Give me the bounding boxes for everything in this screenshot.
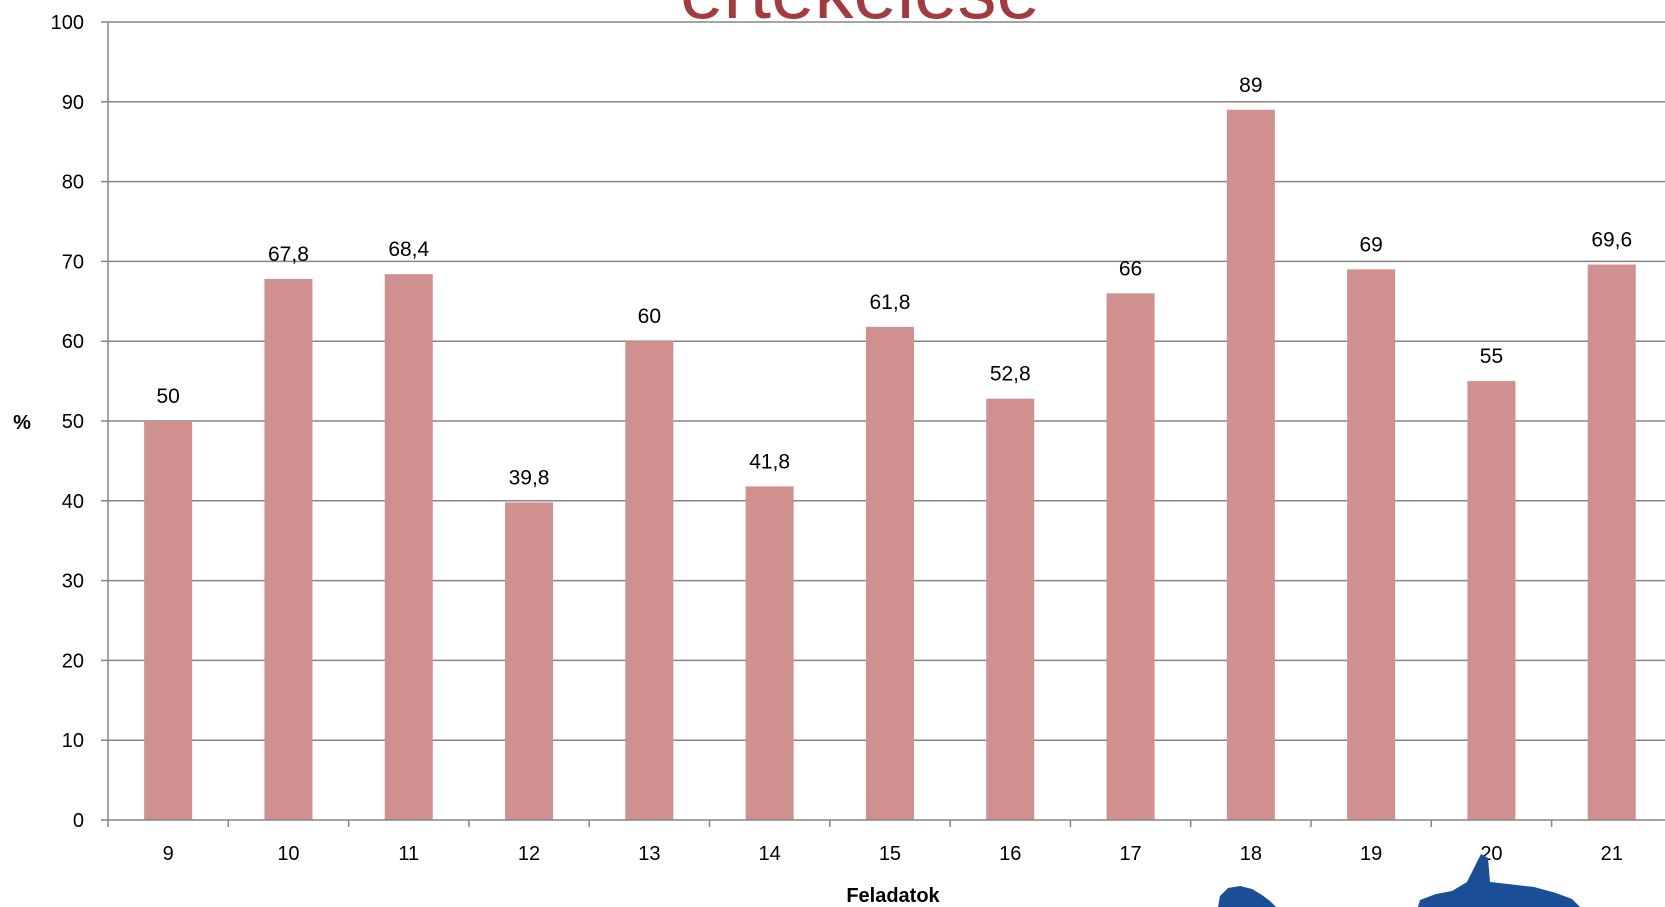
data-label: 66	[1119, 257, 1142, 280]
x-tick-labels: 9 10 11 12 13 14 15 16 17 18 19 20 21	[163, 843, 1623, 865]
bar	[1347, 269, 1396, 820]
bars	[144, 109, 1636, 821]
y-tick-label: 80	[62, 172, 84, 194]
bar	[264, 278, 313, 820]
bar	[986, 398, 1035, 820]
data-label: 67,8	[268, 243, 309, 266]
y-tick-label: 90	[62, 92, 84, 114]
x-tick-label: 15	[879, 843, 901, 865]
y-tick-label: 40	[62, 491, 84, 513]
y-tick-label: 60	[62, 331, 84, 353]
bar	[144, 421, 193, 820]
bar	[1106, 293, 1155, 820]
bar	[384, 274, 433, 821]
x-tick-label: 14	[759, 843, 781, 865]
y-axis-title: %	[13, 412, 31, 434]
y-tick-labels: 0 10 20 30 40 50 60 70 80 90 100	[51, 12, 84, 832]
bar	[505, 502, 554, 820]
x-tick-label: 10	[277, 843, 299, 865]
data-label: 69	[1359, 233, 1382, 256]
logo	[1218, 854, 1580, 907]
data-label: 41,8	[749, 450, 790, 473]
x-tick-label: 9	[163, 843, 174, 865]
data-label: 89	[1239, 74, 1262, 97]
y-tick-label: 10	[62, 730, 84, 752]
bar	[1587, 264, 1636, 820]
bar	[625, 341, 674, 820]
data-label: 60	[638, 305, 661, 328]
data-label: 69,6	[1591, 229, 1632, 252]
data-label: 61,8	[870, 291, 911, 314]
data-label: 52,8	[990, 363, 1031, 386]
logo-tree-shape	[1218, 886, 1276, 907]
data-labels: 50 67,8 68,4 39,8 60 41,8 61,8 52,8 66 89 69 55 69,6	[156, 74, 1632, 490]
y-tick-label: 70	[62, 251, 84, 273]
bar	[1467, 381, 1516, 820]
x-tick-label: 21	[1601, 843, 1623, 865]
data-label: 50	[156, 385, 179, 408]
y-tick-label: 0	[73, 810, 84, 832]
data-label: 39,8	[509, 466, 550, 489]
logo-tower-shape	[1418, 854, 1580, 907]
bar	[865, 326, 914, 820]
x-tick-label: 13	[638, 843, 660, 865]
x-tick-label: 19	[1360, 843, 1382, 865]
chart-title: értékelése	[680, 0, 1040, 35]
x-tick-label: 16	[999, 843, 1021, 865]
x-tick-label: 12	[518, 843, 540, 865]
axes	[101, 21, 1665, 827]
x-tick-label: 18	[1240, 843, 1262, 865]
y-tick-label: 50	[62, 411, 84, 433]
y-tick-label: 30	[62, 571, 84, 593]
y-tick-label: 20	[62, 650, 84, 672]
x-axis-title: Feladatok	[846, 885, 940, 907]
x-tick-label: 11	[398, 843, 419, 865]
bar	[1226, 109, 1275, 820]
x-tick-label: 17	[1119, 843, 1141, 865]
data-label: 55	[1480, 345, 1503, 368]
data-label: 68,4	[388, 238, 429, 261]
y-tick-label: 100	[51, 12, 84, 34]
bar	[745, 486, 794, 820]
